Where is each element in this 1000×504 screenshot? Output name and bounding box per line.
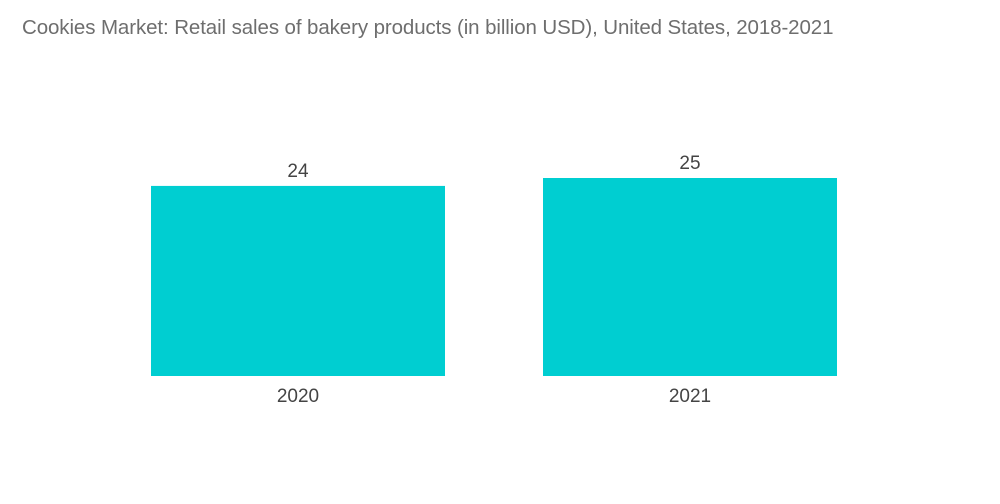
x-tick-label-2020: 2020 [277, 386, 319, 407]
labels-layer: 24 2020 25 2021 [277, 153, 711, 407]
bar-2020 [151, 185, 445, 376]
bars-layer [151, 178, 837, 376]
bar-2021 [543, 178, 837, 376]
chart-title: Cookies Market: Retail sales of bakery p… [22, 16, 834, 39]
x-tick-label-2021: 2021 [669, 386, 711, 407]
value-label-2021: 25 [679, 153, 700, 174]
value-label-2020: 24 [287, 161, 309, 182]
